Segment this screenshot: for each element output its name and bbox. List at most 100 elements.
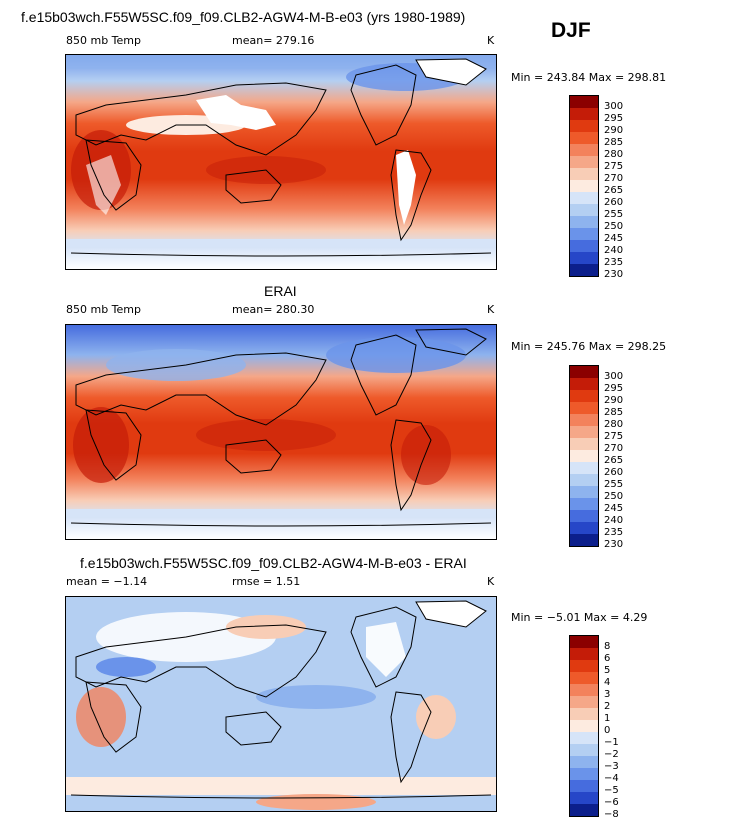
colorbar-swatch: [570, 108, 598, 120]
colorbar-swatch: [570, 120, 598, 132]
colorbar-swatch: [570, 708, 598, 720]
colorbar-swatch: [570, 192, 598, 204]
colorbar-tick-label: 275: [604, 161, 624, 172]
panel1-variable: 850 mb Temp: [66, 34, 142, 47]
panel2-colorbar-labels: 300 295 290 285 280 275 270 265 260 255 250 245 240 2…: [604, 371, 623, 551]
colorbar-swatch: [570, 426, 598, 438]
colorbar-tick-label: 250: [604, 491, 624, 502]
colorbar-tick-label: 265: [604, 185, 624, 196]
panel3-title: f.e15b03wch.F55W5SC.f09_f09.CLB2-AGW4-M-…: [80, 555, 467, 571]
colorbar-tick-label: 285: [604, 407, 624, 418]
colorbar-swatch: [570, 672, 598, 684]
colorbar-swatch: [570, 390, 598, 402]
colorbar-swatch: [570, 744, 598, 756]
colorbar-swatch: [570, 264, 598, 276]
colorbar-tick-label: 270: [604, 173, 624, 184]
colorbar-swatch: [570, 438, 598, 450]
colorbar-swatch: [570, 648, 598, 660]
colorbar-tick-label: 1: [604, 713, 611, 724]
colorbar-swatch: [570, 228, 598, 240]
colorbar-swatch: [570, 756, 598, 768]
panel3-map: [65, 596, 497, 812]
colorbar-tick-label: −4: [604, 773, 619, 784]
panel2-colorbar: [569, 365, 599, 547]
season-label: DJF: [551, 19, 591, 42]
colorbar-tick-label: −6: [604, 797, 619, 808]
colorbar-swatch: [570, 462, 598, 474]
colorbar-tick-label: 300: [604, 101, 624, 112]
colorbar-swatch: [570, 156, 598, 168]
colorbar-tick-label: 290: [604, 395, 624, 406]
panel2-mean: mean= 280.30: [232, 303, 315, 316]
colorbar-tick-label: −5: [604, 785, 619, 796]
colorbar-tick-label: 295: [604, 383, 624, 394]
colorbar-swatch: [570, 96, 598, 108]
colorbar-swatch: [570, 366, 598, 378]
colorbar-swatch: [570, 720, 598, 732]
colorbar-tick-label: 280: [604, 149, 624, 160]
panel2-unit: K: [487, 303, 495, 316]
panel2-title: ERAI: [264, 283, 297, 299]
colorbar-swatch: [570, 474, 598, 486]
colorbar-swatch: [570, 486, 598, 498]
colorbar-tick-label: 3: [604, 689, 611, 700]
colorbar-swatch: [570, 378, 598, 390]
colorbar-tick-label: 2: [604, 701, 611, 712]
colorbar-swatch: [570, 780, 598, 792]
panel2-map: [65, 324, 497, 540]
colorbar-swatch: [570, 204, 598, 216]
colorbar-tick-label: 245: [604, 503, 624, 514]
panel1-mean: mean= 279.16: [232, 34, 315, 47]
colorbar-tick-label: 0: [604, 725, 611, 736]
colorbar-tick-label: 240: [604, 515, 624, 526]
panel3-minmax: Min = −5.01 Max = 4.29: [511, 611, 648, 624]
colorbar-tick-label: 240: [604, 245, 624, 256]
panel3-colorbar-labels: 8 6 5 4 3 2 1 0 −1 −2 −3 −4 −5 −6 −8: [604, 641, 619, 821]
colorbar-swatch: [570, 696, 598, 708]
colorbar-swatch: [570, 144, 598, 156]
colorbar-tick-label: 290: [604, 125, 624, 136]
panel3-colorbar: [569, 635, 599, 817]
colorbar-swatch: [570, 402, 598, 414]
colorbar-tick-label: 8: [604, 641, 611, 652]
colorbar-swatch: [570, 792, 598, 804]
colorbar-tick-label: 285: [604, 137, 624, 148]
colorbar-swatch: [570, 414, 598, 426]
colorbar-swatch: [570, 498, 598, 510]
colorbar-swatch: [570, 732, 598, 744]
colorbar-swatch: [570, 252, 598, 264]
colorbar-tick-label: 235: [604, 527, 624, 538]
colorbar-tick-label: 5: [604, 665, 611, 676]
panel1-map: [65, 54, 497, 270]
colorbar-swatch: [570, 804, 598, 816]
colorbar-tick-label: 270: [604, 443, 624, 454]
panel2-minmax: Min = 245.76 Max = 298.25: [511, 340, 667, 353]
panel3-rmse: rmse = 1.51: [232, 575, 301, 588]
colorbar-tick-label: 230: [604, 539, 624, 550]
colorbar-tick-label: 295: [604, 113, 624, 124]
colorbar-tick-label: 275: [604, 431, 624, 442]
colorbar-swatch: [570, 132, 598, 144]
colorbar-swatch: [570, 534, 598, 546]
colorbar-swatch: [570, 768, 598, 780]
colorbar-tick-label: −8: [604, 809, 619, 820]
colorbar-swatch: [570, 636, 598, 648]
panel1-colorbar-labels: 300 295 290 285 280 275 270 265 260 255 250 245 240 2…: [604, 101, 623, 281]
panel1-minmax: Min = 243.84 Max = 298.81: [511, 71, 667, 84]
colorbar-tick-label: 260: [604, 467, 624, 478]
colorbar-tick-label: −1: [604, 737, 619, 748]
panel3-mean: mean = −1.14: [66, 575, 148, 588]
colorbar-tick-label: 4: [604, 677, 611, 688]
colorbar-tick-label: 280: [604, 419, 624, 430]
colorbar-tick-label: 230: [604, 269, 624, 280]
colorbar-tick-label: 260: [604, 197, 624, 208]
colorbar-swatch: [570, 216, 598, 228]
panel1-colorbar: [569, 95, 599, 277]
colorbar-tick-label: −3: [604, 761, 619, 772]
colorbar-swatch: [570, 510, 598, 522]
colorbar-tick-label: 300: [604, 371, 624, 382]
colorbar-swatch: [570, 180, 598, 192]
colorbar-tick-label: 255: [604, 209, 624, 220]
colorbar-swatch: [570, 684, 598, 696]
colorbar-tick-label: 265: [604, 455, 624, 466]
